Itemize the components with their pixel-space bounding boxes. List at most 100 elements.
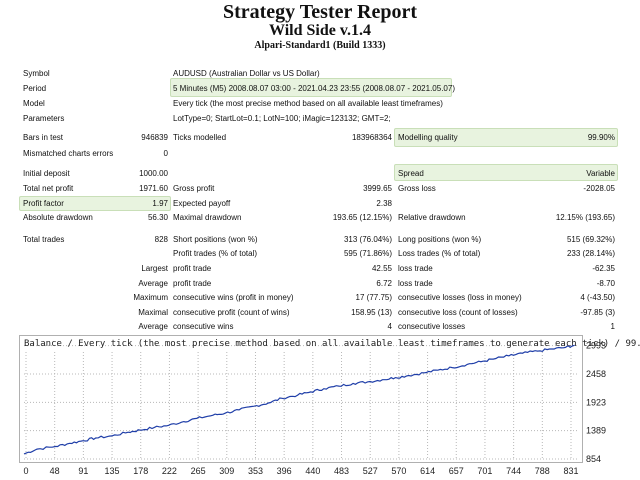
- profit-factor-highlight: [19, 196, 171, 211]
- maximal-drawdown-value: 193.65 (12.15%): [332, 213, 392, 222]
- absolute-drawdown-value: 56.30: [147, 213, 168, 222]
- x-tick-label: 657: [449, 466, 464, 476]
- net-profit-label: Total net profit: [23, 184, 74, 193]
- average-consecutive-label: Average: [138, 322, 168, 331]
- short-positions-label: Short positions (won %): [173, 235, 258, 244]
- period-label: Period: [23, 84, 47, 93]
- expected-payoff-value: 2.38: [376, 199, 392, 208]
- avg-consecutive-losses-label: consecutive losses: [398, 322, 466, 331]
- total-trades-value: 828: [154, 235, 168, 244]
- spread-label: Spread: [398, 169, 424, 178]
- x-tick-label: 178: [133, 466, 148, 476]
- period-highlight: [170, 78, 452, 97]
- profit-trades-value: 595 (71.86%): [343, 249, 392, 258]
- maximal-consecutive-profit-value: 158.95 (13): [351, 308, 392, 317]
- average-loss-trade-value: -8.70: [596, 279, 615, 288]
- server-name: Alpari-Standard1 (Build 1333): [254, 40, 386, 51]
- profit-trades-label: Profit trades (% of total): [173, 249, 258, 258]
- gross-profit-value: 3999.65: [363, 184, 392, 193]
- y-tick-label: 2993: [586, 341, 606, 351]
- parameters-label: Parameters: [23, 114, 65, 123]
- quality-highlight: [394, 128, 618, 147]
- x-tick-label: 570: [391, 466, 406, 476]
- max-consecutive-wins-value: 17 (77.75): [355, 293, 392, 302]
- x-tick-label: 353: [248, 466, 263, 476]
- expected-payoff-label: Expected payoff: [173, 199, 231, 208]
- long-positions-value: 515 (69.32%): [566, 235, 615, 244]
- largest-loss-trade-value: -62.35: [592, 264, 615, 273]
- model-value: Every tick (the most precise method base…: [173, 99, 443, 108]
- x-tick-label: 788: [535, 466, 550, 476]
- mismatch-value: 0: [163, 149, 168, 158]
- x-tick-label: 91: [78, 466, 88, 476]
- mismatch-label: Mismatched charts errors: [23, 149, 114, 158]
- average-label: Average: [138, 279, 168, 288]
- largest-profit-trade-value: 42.55: [371, 264, 392, 273]
- x-tick-label: 701: [477, 466, 492, 476]
- balance-chart-frame: [19, 335, 583, 463]
- spread-value: Variable: [586, 169, 615, 178]
- max-consecutive-losses-value: 4 (-43.50): [580, 293, 615, 302]
- y-tick-label: 2458: [586, 369, 606, 379]
- largest-label: Largest: [141, 264, 168, 273]
- x-tick-label: 48: [50, 466, 60, 476]
- symbol-label: Symbol: [23, 69, 50, 78]
- period-value: 5 Minutes (M5) 2008.08.07 03:00 - 2021.0…: [173, 84, 455, 93]
- max-consecutive-losses-label: consecutive losses (loss in money): [398, 293, 522, 302]
- net-profit-value: 1971.60: [139, 184, 168, 193]
- x-tick-label: 309: [219, 466, 234, 476]
- short-positions-value: 313 (76.04%): [343, 235, 392, 244]
- avg-consecutive-wins-label: consecutive wins: [173, 322, 234, 331]
- chart-title: Balance / Every tick (the most precise m…: [24, 339, 640, 349]
- maximal-consecutive-loss-value: -97.85 (3): [580, 308, 615, 317]
- x-tick-label: 0: [23, 466, 28, 476]
- average-loss-trade-label: loss trade: [398, 279, 433, 288]
- deposit-label: Initial deposit: [23, 169, 70, 178]
- absolute-drawdown-label: Absolute drawdown: [23, 213, 93, 222]
- x-tick-label: 135: [105, 466, 120, 476]
- quality-value: 99.90%: [587, 133, 615, 142]
- total-trades-label: Total trades: [23, 235, 65, 244]
- symbol-value: AUDUSD (Australian Dollar vs US Dollar): [173, 69, 320, 78]
- loss-trades-label: Loss trades (% of total): [398, 249, 481, 258]
- maximal-label: Maximal: [138, 308, 168, 317]
- profit-factor-value: 1.97: [152, 199, 168, 208]
- parameters-value: LotType=0; StartLot=0.1; LotN=100; iMagi…: [173, 114, 391, 123]
- gross-profit-label: Gross profit: [173, 184, 215, 193]
- y-tick-label: 854: [586, 454, 601, 464]
- x-tick-label: 396: [277, 466, 292, 476]
- largest-loss-trade-label: loss trade: [398, 264, 433, 273]
- ticks-label: Ticks modelled: [173, 133, 227, 142]
- bars-value: 946839: [141, 133, 168, 142]
- gross-loss-value: -2028.05: [583, 184, 615, 193]
- quality-label: Modelling quality: [398, 133, 458, 142]
- profit-factor-label: Profit factor: [23, 199, 64, 208]
- deposit-value: 1000.00: [139, 169, 168, 178]
- maximal-drawdown-label: Maximal drawdown: [173, 213, 242, 222]
- y-tick-label: 1389: [586, 426, 606, 436]
- avg-consecutive-wins-value: 4: [387, 322, 392, 331]
- x-tick-label: 527: [363, 466, 378, 476]
- loss-trades-value: 233 (28.14%): [566, 249, 615, 258]
- ticks-value: 183968364: [351, 133, 392, 142]
- balance-series-line: [23, 344, 575, 455]
- relative-drawdown-label: Relative drawdown: [398, 213, 466, 222]
- x-tick-label: 265: [191, 466, 206, 476]
- spread-highlight: [394, 164, 618, 181]
- relative-drawdown-value: 12.15% (193.65): [555, 213, 615, 222]
- x-tick-label: 614: [420, 466, 435, 476]
- y-tick-label: 1923: [586, 397, 606, 407]
- x-tick-label: 744: [506, 466, 521, 476]
- maximal-consecutive-loss-label: consecutive loss (count of losses): [398, 308, 518, 317]
- long-positions-label: Long positions (won %): [398, 235, 482, 244]
- maximum-label: Maximum: [133, 293, 168, 302]
- x-tick-label: 222: [162, 466, 177, 476]
- gross-loss-label: Gross loss: [398, 184, 436, 193]
- model-label: Model: [23, 99, 45, 108]
- x-tick-label: 440: [305, 466, 320, 476]
- maximal-consecutive-profit-label: consecutive profit (count of wins): [173, 308, 290, 317]
- y-tick-labels: 2993 2458 1923 1389 854: [586, 341, 606, 464]
- average-profit-trade-label: profit trade: [173, 279, 212, 288]
- chart-grid: [24, 345, 578, 460]
